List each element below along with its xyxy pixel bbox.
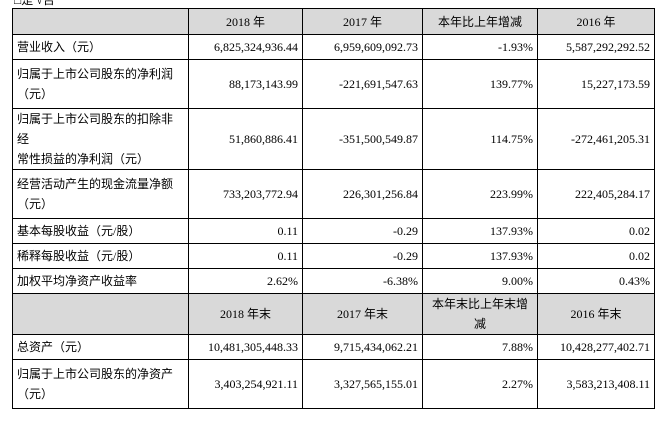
- value-cell: 3,583,213,408.11: [537, 359, 655, 409]
- value-cell: -272,461,205.31: [537, 108, 655, 170]
- value-cell: 3,403,254,921.11: [188, 359, 303, 409]
- label-line: 经营活动产生的现金流量净额: [17, 177, 174, 191]
- value-cell: 222,405,284.17: [537, 169, 655, 219]
- data-row: 归属于上市公司股东的净资产 （元） 3,403,254,921.11 3,327,56…: [12, 359, 655, 409]
- label-line: （元）: [17, 387, 54, 401]
- value-cell: 0.11: [188, 243, 303, 269]
- value-cell: 114.75%: [422, 108, 538, 170]
- value-cell: -0.29: [302, 243, 423, 269]
- row-label: 归属于上市公司股东的净利润 （元）: [12, 59, 189, 109]
- row-label: 归属于上市公司股东的扣除非经常性损益的净利润（元）: [12, 108, 189, 170]
- value-cell: 7.88%: [422, 334, 538, 360]
- value-cell: 733,203,772.94: [188, 169, 303, 219]
- data-row: 总资产（元） 10,481,305,448.33 9,715,434,062.21 7…: [12, 334, 655, 360]
- value-cell: -0.29: [302, 218, 423, 244]
- row-label: 加权平均净资产收益率: [12, 268, 189, 294]
- value-cell: 0.43%: [537, 268, 655, 294]
- value-cell: 3,327,565,155.01: [302, 359, 423, 409]
- value-cell: 137.93%: [422, 243, 538, 269]
- value-cell: -351,500,549.87: [302, 108, 423, 170]
- row-label: 基本每股收益（元/股）: [12, 218, 189, 244]
- label-line: 归属于上市公司股东的扣除非经: [17, 112, 174, 146]
- value-cell: 6,959,609,092.73: [302, 34, 423, 60]
- value-cell: 0.11: [188, 218, 303, 244]
- header-cell: 2017 年: [302, 8, 423, 35]
- value-cell: 223.99%: [422, 169, 538, 219]
- header-cell: 2016 年末: [537, 293, 655, 335]
- data-row: 稀释每股收益（元/股） 0.11 -0.29 137.93% 0.02: [12, 243, 655, 269]
- data-row: 经营活动产生的现金流量净额 （元） 733,203,772.94 226,301,25…: [12, 169, 655, 219]
- header-cell: 本年比上年增减: [422, 8, 538, 35]
- header-row: 2018 年末 2017 年末 本年末比上年末增减 2016 年末: [12, 293, 655, 335]
- row-label: 稀释每股收益（元/股）: [12, 243, 189, 269]
- value-cell: 10,428,277,402.71: [537, 334, 655, 360]
- header-cell: 2018 年末: [188, 293, 303, 335]
- row-label: 营业收入（元）: [12, 34, 189, 60]
- row-label: 归属于上市公司股东的净资产 （元）: [12, 359, 189, 409]
- value-cell: 88,173,143.99: [188, 59, 303, 109]
- value-cell: 51,860,886.41: [188, 108, 303, 170]
- row-label: 经营活动产生的现金流量净额 （元）: [12, 169, 189, 219]
- value-cell: -221,691,547.63: [302, 59, 423, 109]
- label-line: 加权平均净资产收益率: [17, 274, 138, 288]
- label-line: 归属于上市公司股东的净资产: [17, 367, 174, 381]
- label-line: 基本每股收益（元/股）: [17, 224, 141, 238]
- value-cell: 9,715,434,062.21: [302, 334, 423, 360]
- value-cell: 0.02: [537, 243, 655, 269]
- value-cell: 2.27%: [422, 359, 538, 409]
- label-line: 稀释每股收益（元/股）: [17, 249, 141, 263]
- header-cell: [12, 293, 189, 335]
- value-cell: 15,227,173.59: [537, 59, 655, 109]
- header-cell: 2018 年: [188, 8, 303, 35]
- label-line: 归属于上市公司股东的净利润: [17, 67, 174, 81]
- value-cell: 2.62%: [188, 268, 303, 294]
- row-label: 总资产（元）: [12, 334, 189, 360]
- data-row: 加权平均净资产收益率 2.62% -6.38% 9.00% 0.43%: [12, 268, 655, 294]
- top-note: □是 √否: [14, 0, 55, 7]
- value-cell: 0.02: [537, 218, 655, 244]
- value-cell: 6,825,324,936.44: [188, 34, 303, 60]
- header-cell: 2016 年: [537, 8, 655, 35]
- value-cell: 226,301,256.84: [302, 169, 423, 219]
- header-cell: 2017 年末: [302, 293, 423, 335]
- data-row: 归属于上市公司股东的扣除非经 常性损益的净利润（元） 51,860,886.41 -3…: [12, 108, 655, 170]
- label-line: （元）: [17, 197, 54, 211]
- value-cell: 10,481,305,448.33: [188, 334, 303, 360]
- value-cell: 5,587,292,292.52: [537, 34, 655, 60]
- value-cell: 9.00%: [422, 268, 538, 294]
- label-line: 总资产（元）: [17, 340, 90, 354]
- data-row: 基本每股收益（元/股） 0.11 -0.29 137.93% 0.02: [12, 218, 655, 244]
- value-cell: 139.77%: [422, 59, 538, 109]
- value-cell: -6.38%: [302, 268, 423, 294]
- label-line: 常性损益的净利润（元）: [17, 152, 150, 166]
- header-cell: [12, 8, 189, 35]
- header-cell: 本年末比上年末增减: [422, 293, 538, 335]
- data-row: 营业收入（元） 6,825,324,936.44 6,959,609,092.73-…: [12, 34, 655, 60]
- table-body: 2018 年 2017 年本年比上年增减 2016 年营业收入（元） 6,825,32…: [12, 8, 655, 409]
- value-cell: -1.93%: [422, 34, 538, 60]
- financial-table: 2018 年 2017 年本年比上年增减 2016 年营业收入（元） 6,825,32…: [12, 8, 655, 409]
- header-row: 2018 年 2017 年本年比上年增减 2016 年: [12, 8, 655, 35]
- value-cell: 137.93%: [422, 218, 538, 244]
- label-line: 营业收入（元）: [17, 40, 102, 54]
- label-line: （元）: [17, 87, 54, 101]
- data-row: 归属于上市公司股东的净利润 （元） 88,173,143.99 -221,691,54…: [12, 59, 655, 109]
